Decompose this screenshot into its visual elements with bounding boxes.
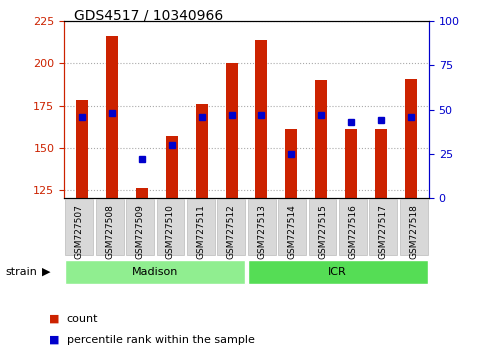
Text: GSM727509: GSM727509 [136,204,144,259]
Text: ■: ■ [49,335,60,345]
Bar [65,199,93,256]
Bar [255,40,267,198]
Bar [316,80,327,198]
Text: GSM727514: GSM727514 [287,204,297,259]
Bar [217,199,246,256]
Text: GSM727518: GSM727518 [409,204,418,259]
Text: percentile rank within the sample: percentile rank within the sample [67,335,254,345]
Bar [278,199,306,256]
Text: GSM727507: GSM727507 [75,204,84,259]
Bar [136,188,148,198]
Bar [96,199,124,256]
Text: count: count [67,314,98,324]
Bar [345,129,357,198]
Bar [166,136,177,198]
Text: GSM727517: GSM727517 [379,204,388,259]
Bar [187,199,215,256]
Bar [400,199,428,256]
Bar [65,260,246,284]
Text: GDS4517 / 10340966: GDS4517 / 10340966 [74,9,223,23]
Text: GSM727511: GSM727511 [196,204,206,259]
Bar [76,101,88,198]
Bar [156,199,184,256]
Bar [126,199,154,256]
Bar [247,260,428,284]
Bar [309,199,337,256]
Text: GSM727513: GSM727513 [257,204,266,259]
Text: GSM727515: GSM727515 [318,204,327,259]
Text: strain: strain [5,267,37,277]
Text: Madison: Madison [132,267,178,277]
Bar [405,79,417,198]
Bar [285,129,297,198]
Bar [339,199,367,256]
Text: GSM727508: GSM727508 [105,204,114,259]
Text: ▶: ▶ [42,267,50,277]
Bar [106,36,118,198]
Bar [247,199,276,256]
Bar [375,129,387,198]
Text: ■: ■ [49,314,60,324]
Text: GSM727516: GSM727516 [349,204,357,259]
Text: ICR: ICR [328,267,347,277]
Text: GSM727512: GSM727512 [227,204,236,259]
Bar [196,104,208,198]
Bar [369,199,397,256]
Text: GSM727510: GSM727510 [166,204,175,259]
Bar [226,63,238,198]
